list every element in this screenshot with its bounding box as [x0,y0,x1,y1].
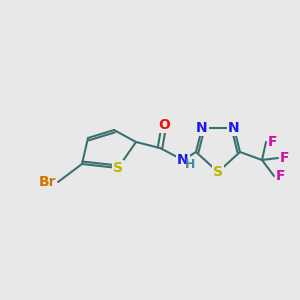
Text: S: S [113,161,123,175]
Text: N: N [228,121,240,135]
Text: Br: Br [38,175,56,189]
Text: O: O [158,118,170,132]
Text: N: N [177,153,189,167]
Text: S: S [213,165,223,179]
Text: F: F [268,135,278,149]
Text: F: F [280,151,290,165]
Text: F: F [276,169,286,183]
Text: H: H [185,158,195,170]
Text: N: N [196,121,208,135]
